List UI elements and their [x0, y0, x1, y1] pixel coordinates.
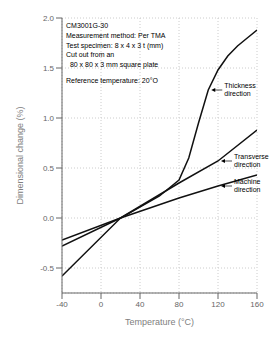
svg-text:-40: -40 — [56, 300, 68, 309]
svg-text:Machinedirection: Machinedirection — [234, 178, 261, 193]
svg-text:1.0: 1.0 — [43, 114, 55, 123]
svg-text:0.5: 0.5 — [43, 164, 55, 173]
svg-text:Dimensional change (%): Dimensional change (%) — [15, 106, 25, 204]
svg-text:Thicknessdirection: Thicknessdirection — [224, 82, 256, 97]
html-text:Measurement method: Per TMA: Measurement method: Per TMA — [66, 31, 166, 39]
svg-text:Transversedirection: Transversedirection — [234, 153, 269, 168]
svg-text:80: 80 — [175, 300, 184, 309]
svg-text:-0.5: -0.5 — [40, 264, 54, 273]
svg-text:0.0: 0.0 — [43, 214, 55, 223]
html-text:Cut out from an: Cut out from an — [66, 51, 115, 59]
svg-text:120: 120 — [211, 300, 225, 309]
svg-text:2.0: 2.0 — [43, 14, 55, 23]
svg-text:160: 160 — [250, 300, 264, 309]
html-text:Test specimen: 8 x 4 x 3 t (mm: Test specimen: 8 x 4 x 3 t (mm) — [66, 41, 164, 49]
html-text:CM3001G-30: CM3001G-30 — [66, 22, 108, 29]
svg-text:40: 40 — [136, 300, 145, 309]
svg-text:0: 0 — [99, 300, 104, 309]
svg-text:1.5: 1.5 — [43, 64, 55, 73]
svg-text:Temperature (°C): Temperature (°C) — [125, 317, 194, 327]
html-text:Reference temperature: 20°O: Reference temperature: 20°O — [66, 77, 158, 84]
html-text:80 x 80 x 3 mm square plate: 80 x 80 x 3 mm square plate — [66, 61, 159, 69]
